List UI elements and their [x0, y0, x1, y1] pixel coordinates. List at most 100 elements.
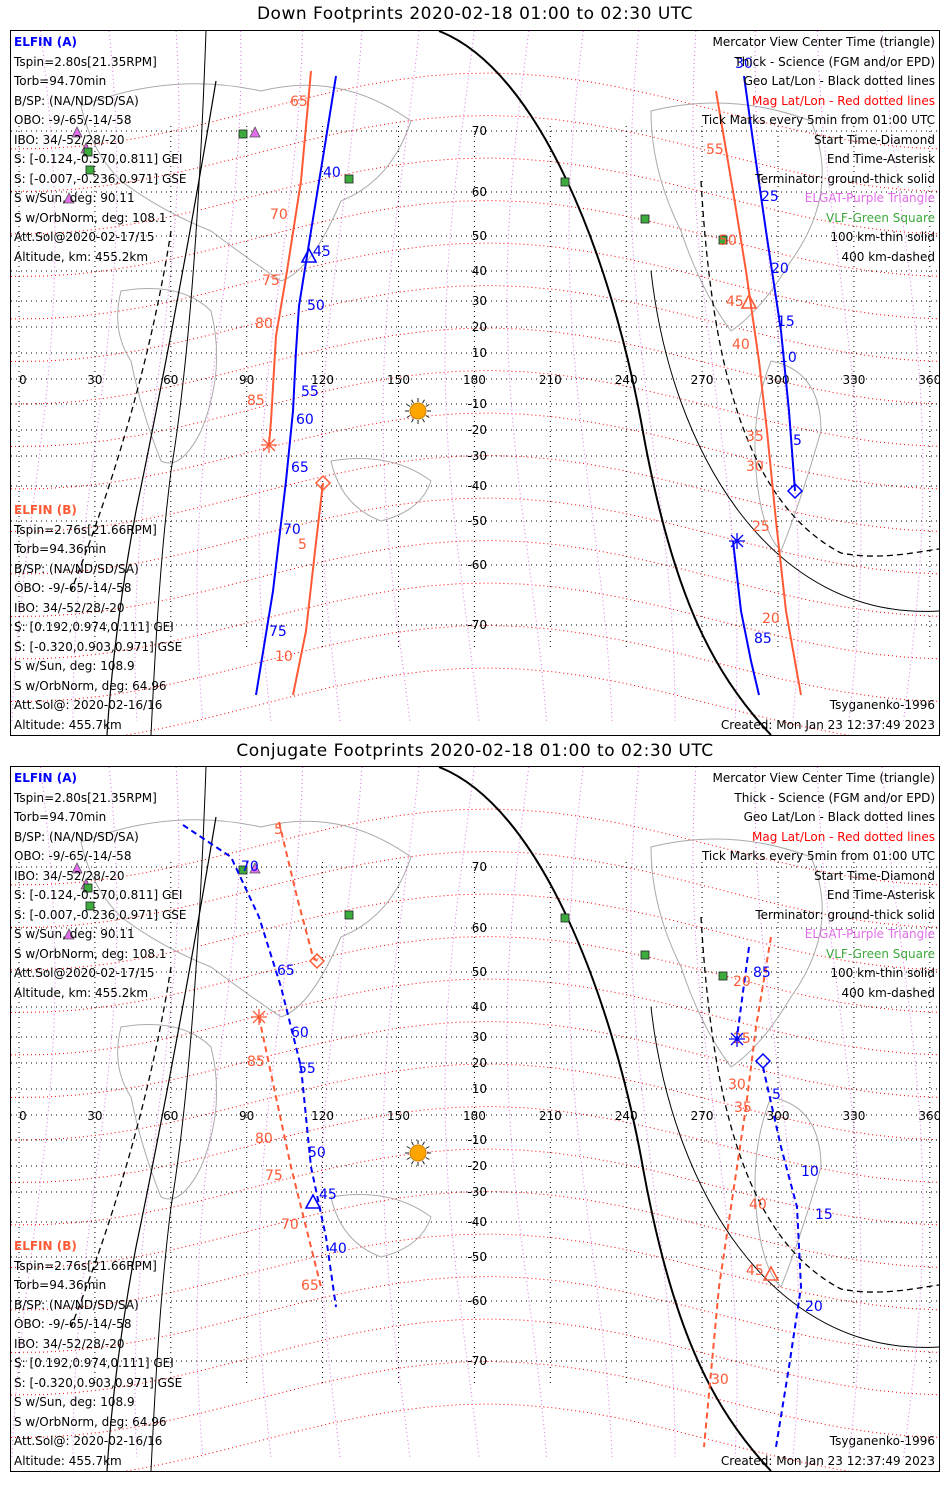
lat-tick-label: 30	[472, 1030, 487, 1044]
elfin-b-track	[715, 90, 802, 696]
elfin-a-label: 85	[753, 965, 771, 981]
elfin-a-line: S w/Sun, deg: 90.11	[14, 191, 135, 205]
elfin-b-line: Altitude: 455.7km	[14, 717, 122, 732]
lat-tick-label: 70	[472, 860, 487, 874]
lat-tick-label: 20	[472, 1056, 487, 1070]
model-name: Tsyganenko-1996	[829, 698, 935, 712]
elfin-a-line: S w/Sun, deg: 90.11	[14, 927, 135, 941]
elfin-b-line: Tspin=2.76s[21.66RPM]	[14, 1258, 157, 1273]
lon-tick-label: 360	[918, 1109, 939, 1123]
elfin-a-line: S w/OrbNorm, deg: 108.1	[14, 210, 167, 225]
lat-tick-label: 10	[472, 1082, 487, 1096]
panel-title-down: Down Footprints 2020-02-18 01:00 to 02:3…	[256, 4, 694, 24]
vlf-station-icon	[640, 950, 650, 960]
elfin-b-name: ELFIN (B)	[14, 1239, 77, 1253]
vlf-station-icon	[718, 235, 728, 245]
elfin-a-name: ELFIN (A)	[14, 771, 77, 785]
line-100km	[650, 270, 939, 612]
lat-tick-label: 70	[472, 124, 487, 138]
lon-tick-label: 150	[387, 1109, 410, 1123]
lon-tick-label: 60	[163, 373, 178, 387]
elfin-a-line: Att.Sol@2020-02-17/15	[14, 230, 155, 244]
elfin-b-line: B/SP: (NA/ND/SD/SA)	[14, 561, 139, 576]
lon-tick-label: 330	[842, 1109, 865, 1123]
elfin-a-track	[732, 540, 760, 696]
legend-line: Mag Lat/Lon - Red dotted lines	[751, 93, 935, 108]
lat-tick-label: -50	[467, 514, 487, 528]
map-canvas: 0 30 60 90 120 150 180 210 240 270 300 330 360706050…	[11, 31, 939, 735]
lon-tick-label: 270	[691, 373, 714, 387]
sun-rays	[405, 1140, 431, 1166]
vlf-station-icon	[640, 214, 650, 224]
start-diamond-icon	[786, 482, 804, 500]
lat-tick-label: -70	[467, 1354, 487, 1368]
legend-line: Thick - Science (FGM and/or EPD)	[734, 54, 935, 69]
elfin-b-label: 75	[262, 273, 280, 289]
line-400km	[700, 916, 939, 1293]
elfin-a-line: Torb=94.70min	[14, 810, 107, 824]
vlf-station-icon	[718, 971, 728, 981]
elfin-a-label: 5	[793, 433, 802, 449]
lat-tick-label: -40	[467, 479, 487, 493]
elfin-b-line: Altitude: 455.7km	[14, 1453, 122, 1468]
elfin-a-line: Att.Sol@2020-02-17/15	[14, 966, 155, 980]
elfin-a-line: S: [-0.124,-0.570,0.811] GEI	[14, 888, 183, 902]
elfin-b-name: ELFIN (B)	[14, 503, 77, 517]
center-time-triangle-icon	[762, 1265, 780, 1281]
elfin-a-info: ELFIN (A) Tspin=2.80s[21.35RPM] Torb=94.…	[14, 769, 187, 1003]
elfin-a-line: S: [-0.007,-0.236,0.971] GSE	[14, 907, 187, 922]
vlf-station-icon	[344, 174, 354, 184]
elfin-a-label: 70	[241, 859, 259, 875]
vlf-station-icon	[85, 901, 95, 911]
coastline	[117, 1024, 218, 1200]
legend-line: 100 km-thin solid	[830, 966, 935, 980]
vlf-station-icon	[238, 865, 248, 875]
elfin-b-line: S: [-0.320,0.903,0.971] GSE	[14, 1375, 183, 1390]
elfin-b-label: 30	[711, 1372, 729, 1388]
mag-lon-line	[568, 767, 613, 1458]
elfin-a-line: Tspin=2.80s[21.35RPM]	[14, 790, 157, 805]
terminator-line	[106, 80, 217, 735]
end-asterisk-icon	[251, 1009, 267, 1025]
lon-tick-label: 270	[691, 1109, 714, 1123]
elfin-b-label: 5	[298, 537, 307, 553]
elfin-b-line: Torb=94.36min	[14, 1278, 107, 1292]
elfin-a-label: 25	[761, 189, 779, 205]
lat-tick-label: -10	[467, 1133, 487, 1147]
legend-line: 400 km-dashed	[841, 985, 935, 1000]
elfin-a-label: 65	[291, 460, 309, 476]
vlf-station-icon	[560, 177, 570, 187]
coastline	[80, 83, 412, 282]
elgat-station-icon	[71, 126, 83, 138]
vlf-station-icon	[85, 165, 95, 175]
lon-tick-label: 180	[463, 373, 486, 387]
elfin-b-line: IBO: 34/-52/28/-20	[14, 600, 125, 615]
legend-line: End Time-Asterisk	[826, 888, 935, 902]
lat-tick-label: -40	[467, 1215, 487, 1229]
elfin-b-line: IBO: 34/-52/28/-20	[14, 1336, 125, 1351]
coastline	[650, 102, 823, 332]
elfin-b-line: S w/Sun, deg: 108.9	[14, 1395, 135, 1409]
line-400km	[700, 180, 939, 557]
start-diamond-icon	[314, 474, 332, 492]
coastline	[117, 288, 218, 464]
legend-line: Start Time-Diamond	[813, 868, 935, 883]
elfin-b-line: S: [0.192,0.974,0.111] GEI	[14, 620, 174, 634]
elfin-b-line: Att.Sol@: 2020-02-16/16	[14, 698, 163, 712]
lat-tick-label: 30	[472, 294, 487, 308]
elfin-b-label: 85	[247, 393, 265, 409]
coastline	[330, 458, 432, 522]
elfin-a-line: Torb=94.70min	[14, 74, 107, 88]
lon-tick-label: 0	[19, 373, 27, 387]
legend-line: ELGAT-Purple Triangle	[804, 927, 935, 941]
elfin-b-line: OBO: -9/-65/-14/-58	[14, 581, 132, 595]
elfin-b-info: ELFIN (B) Tspin=2.76s[21.66RPM] Torb=94.…	[14, 501, 182, 735]
elfin-b-label: 65	[290, 94, 308, 110]
lat-tick-label: 20	[472, 320, 487, 334]
lon-tick-label: 120	[311, 373, 334, 387]
elfin-b-label: 45	[746, 1263, 764, 1279]
created-timestamp: Created: Mon Jan 23 12:37:49 2023	[720, 1453, 935, 1468]
lon-tick-label: 210	[539, 1109, 562, 1123]
elfin-b-label: 35	[734, 1100, 752, 1116]
elfin-b-track	[292, 482, 324, 696]
